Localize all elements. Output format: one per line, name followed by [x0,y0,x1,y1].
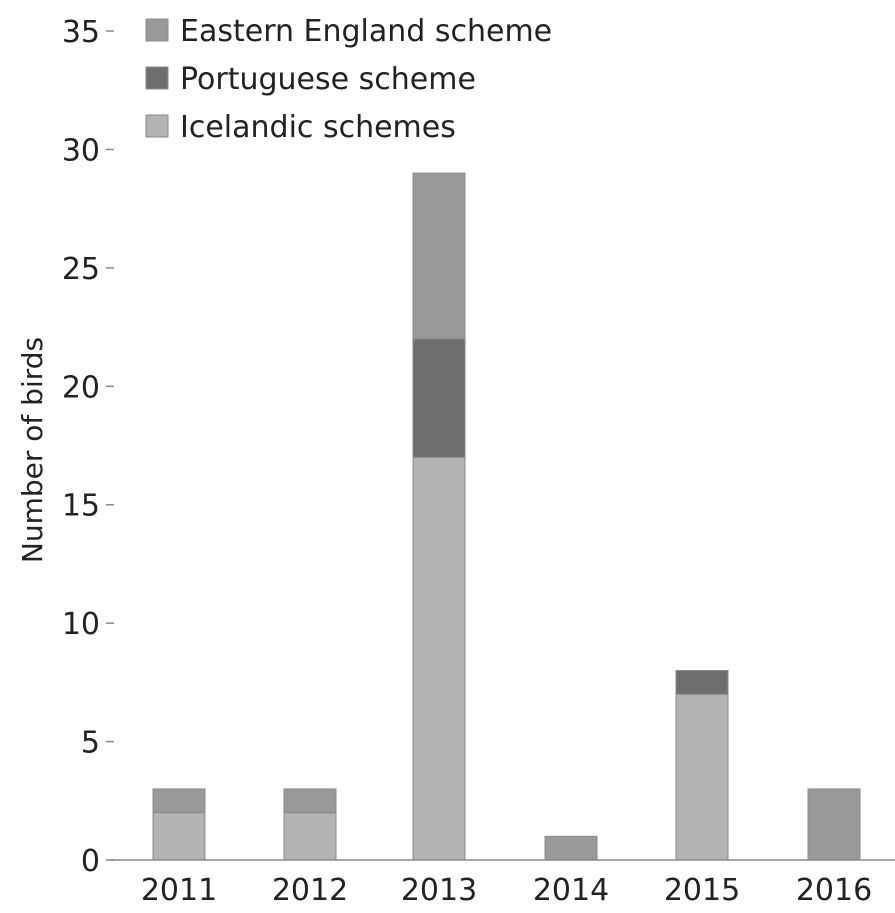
legend-label: Icelandic schemes [180,110,456,145]
y-tick-label: 15 [62,489,100,524]
bar-segment-2015-portuguese-scheme [675,670,729,695]
x-axis-labels: 2011 2012 2013 2014 2015 2016 [141,873,872,908]
bar-segment-2011-eastern-england-scheme [152,788,206,814]
y-axis: 0 5 10 15 20 25 30 35 [62,15,114,879]
bar-segment-2012-eastern-england-scheme [283,788,337,814]
bar-segment-2011-icelandic-schemes [152,812,206,861]
legend: Eastern England scheme Portuguese scheme I… [145,14,552,145]
bars [152,172,861,861]
x-tick-label: 2013 [401,873,477,908]
bar-segment-2013-portuguese-scheme [412,338,466,458]
bar-segment-2012-icelandic-schemes [283,812,337,861]
bar-segment-2013-eastern-england-scheme [412,172,466,340]
x-tick-label: 2014 [533,873,609,908]
y-tick-label: 5 [81,726,100,761]
x-tick-label: 2015 [664,873,740,908]
legend-swatch [145,18,169,42]
legend-swatch [145,66,169,90]
x-tick-label: 2012 [272,873,348,908]
y-tick-label: 25 [62,252,100,287]
bar-segment-2013-icelandic-schemes [412,456,466,861]
y-tick-label: 0 [81,844,100,879]
bar-segment-2016-eastern-england-scheme [807,788,861,861]
y-tick-label: 20 [62,370,100,405]
legend-label: Portuguese scheme [180,62,476,97]
x-tick-label: 2011 [141,873,217,908]
x-tick-label: 2016 [796,873,872,908]
legend-swatch [145,114,169,138]
y-tick-label: 30 [62,133,100,168]
legend-label: Eastern England scheme [180,14,552,49]
y-tick-label: 10 [62,607,100,642]
bar-segment-2015-icelandic-schemes [675,693,729,861]
y-tick-label: 35 [62,15,100,50]
y-axis-title: Number of birds [16,337,49,563]
bar-segment-2014-eastern-england-scheme [544,835,598,861]
